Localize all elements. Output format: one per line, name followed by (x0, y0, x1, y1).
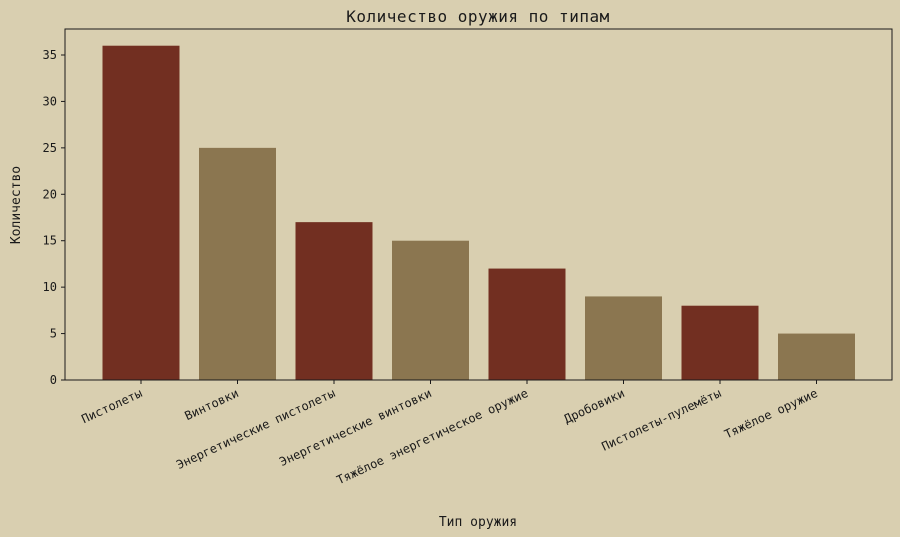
bar (199, 147, 276, 380)
y-tick-label: 10 (43, 280, 57, 294)
x-tick-label: Дробовики (562, 386, 627, 426)
y-tick-label: 15 (43, 234, 57, 248)
x-tick-label: Тяжёлое энергетическое оружие (334, 386, 530, 487)
bars-layer (102, 45, 855, 380)
x-tick-label: Энергетические пистолеты (174, 386, 337, 472)
x-tick-label: Пистолеты (79, 386, 144, 426)
bar (295, 222, 373, 380)
x-axis-title: Тип оружия (439, 515, 517, 530)
bar (585, 296, 662, 380)
y-tick-label: 20 (43, 187, 57, 201)
y-tick-label: 5 (50, 327, 57, 341)
x-tick-label: Энергетические винтовки (277, 386, 434, 469)
y-tick-label: 0 (50, 373, 57, 387)
bar (681, 305, 759, 380)
x-tick-label: Винтовки (182, 386, 240, 423)
bar (102, 45, 180, 380)
y-tick-label: 25 (43, 141, 57, 155)
y-tick-label: 30 (43, 94, 57, 108)
bar (392, 240, 469, 380)
y-axis-ticks: 0 5 10 15 20 25 30 35 (43, 48, 65, 387)
bar (488, 268, 566, 380)
chart-title: Количество оружия по типам (346, 7, 609, 26)
axes-layer (64, 28, 893, 381)
x-tick-label: Тяжёлое оружие (722, 386, 820, 441)
bar (778, 333, 855, 380)
plot-frame (64, 28, 893, 381)
y-axis-title: Количество (9, 166, 24, 244)
y-tick-label: 35 (43, 48, 57, 62)
